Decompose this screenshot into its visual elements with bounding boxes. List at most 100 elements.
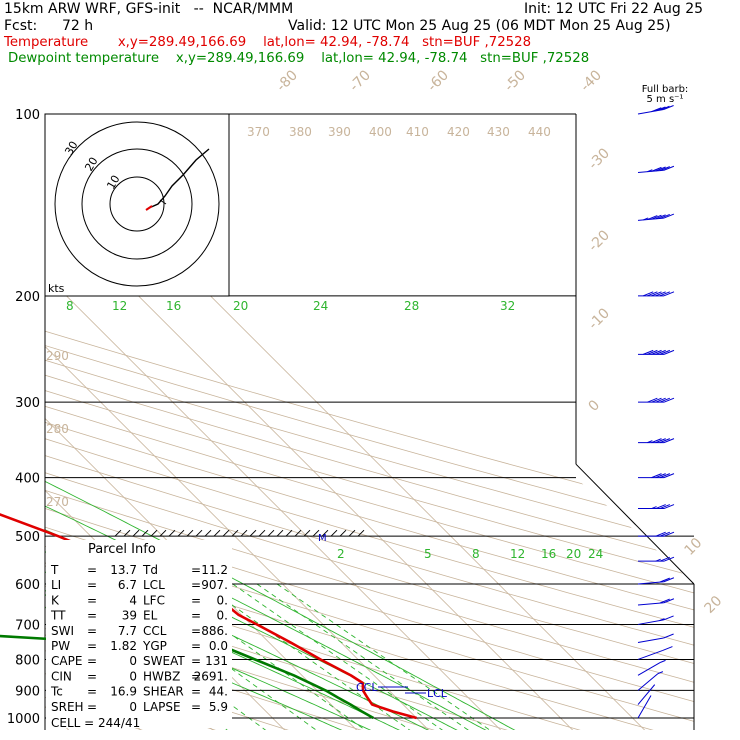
dewpoint-line	[0, 634, 375, 720]
hatch-mark	[213, 529, 221, 537]
hatch-mark	[285, 529, 293, 537]
wind-barb	[638, 397, 675, 403]
wind-barb	[637, 598, 675, 606]
barb-flag	[659, 438, 671, 444]
parcel-value: 1.82	[110, 639, 137, 653]
parcel-equals: =	[87, 563, 97, 577]
dry-adiabat	[45, 114, 694, 730]
wind-barb	[637, 615, 674, 625]
isotherm-label: -50	[502, 67, 529, 94]
hodograph-trace	[148, 148, 210, 209]
wind-barb	[638, 531, 675, 537]
barb-flag	[662, 646, 673, 652]
pressure-tick-label: 1000	[7, 712, 40, 727]
hatch-mark	[159, 529, 167, 537]
mixing-ratio-label: 8	[66, 299, 74, 313]
hatch-mark	[195, 529, 203, 537]
wind-barb	[637, 659, 666, 676]
wind-barb	[637, 165, 675, 174]
wind-barb	[637, 695, 652, 719]
barb-flag	[655, 166, 666, 172]
barb-flag	[655, 214, 666, 220]
parcel-cell: CELL = 244/41	[51, 716, 140, 730]
parcel-equals: =	[191, 654, 201, 668]
isotherm-label: -40	[578, 67, 605, 94]
barb-half-flag	[647, 440, 653, 444]
mixing-ratio-label: 20	[566, 547, 581, 561]
parcel-value: 0.	[217, 609, 228, 623]
hodograph-surface	[145, 205, 153, 211]
dry-adiabat	[45, 114, 694, 730]
hatch-mark	[249, 529, 257, 537]
mixing-ratio-label: 12	[510, 547, 525, 561]
parcel-info-background	[46, 540, 232, 728]
hatch-mark	[276, 529, 284, 537]
hatch-mark	[294, 529, 302, 537]
parcel-equals: =	[191, 609, 201, 623]
parcel-key: TT	[50, 609, 66, 623]
parcel-key: LCL	[143, 578, 165, 592]
isotherm-label: -20	[586, 227, 613, 254]
barb-flag	[655, 106, 666, 112]
barb-flag	[651, 349, 662, 355]
parcel-key: YGP	[142, 639, 167, 653]
hatch-mark	[321, 529, 329, 537]
barb-flag	[659, 291, 671, 297]
dry-adiabat	[45, 114, 694, 730]
mixing-ratio-label: 32	[500, 299, 515, 313]
hatch-mark	[240, 529, 248, 537]
hatch-mark	[150, 529, 158, 537]
isotherm-label: -80	[274, 67, 301, 94]
barb-flag	[659, 531, 671, 537]
hatch-mark	[357, 529, 365, 537]
barb-staff	[637, 673, 659, 691]
barb-flag	[663, 105, 674, 110]
theta-label: 430	[487, 125, 510, 139]
pressure-tick-label: 400	[15, 472, 40, 487]
barb-half-flag	[651, 506, 657, 510]
barb-flag	[663, 438, 675, 444]
barb-flag	[659, 598, 670, 604]
dry-adiabat	[45, 114, 694, 730]
barb-flag	[663, 291, 675, 297]
hatch-mark	[312, 529, 320, 537]
barb-flag	[663, 504, 675, 510]
wind-barb	[637, 646, 673, 660]
parcel-equals: =	[191, 593, 201, 607]
hodograph-ring	[54, 121, 220, 287]
valid-time: Valid: 12 UTC Mon 25 Aug 25 (06 MDT Mon …	[288, 18, 671, 34]
dry-adiabat	[45, 114, 694, 730]
ccl-marker: CCL	[356, 681, 378, 694]
barb-staff	[637, 650, 663, 660]
barb-staff	[637, 661, 661, 676]
model-title: 15km ARW WRF, GFS-init -- NCAR/MMM	[4, 1, 294, 17]
pressure-tick-label: 900	[15, 684, 40, 699]
barb-flag	[651, 291, 662, 297]
hatch-mark	[177, 529, 185, 537]
init-time: Init: 12 UTC Fri 22 Aug 25	[524, 1, 704, 17]
wind-barb	[637, 213, 675, 221]
parcel-equals: =	[87, 654, 97, 668]
barb-flag	[655, 291, 666, 297]
forecast-label: Fcst:	[4, 18, 38, 34]
barb-flag	[659, 504, 671, 510]
barb-flag	[655, 531, 666, 537]
isotherm-line	[45, 114, 502, 730]
barb-half-flag	[660, 659, 666, 663]
dry-adiabat	[45, 114, 694, 730]
barb-flag	[651, 166, 662, 172]
barb-flag	[663, 556, 675, 562]
pressure-tick-label: 800	[15, 653, 40, 668]
mixing-ratio-label: 28	[404, 299, 419, 313]
isotherm-label: 0	[586, 397, 604, 415]
barb-flag	[647, 291, 658, 297]
wind-barbs	[637, 105, 675, 719]
hatch-mark	[303, 529, 311, 537]
isotherm-label: 20	[702, 593, 726, 617]
barb-staff	[637, 108, 664, 115]
theta-label: 440	[528, 125, 551, 139]
dry-adiabat	[45, 114, 437, 730]
parcel-value: 7.7	[118, 624, 137, 638]
parcel-key: CAPE	[51, 654, 82, 668]
